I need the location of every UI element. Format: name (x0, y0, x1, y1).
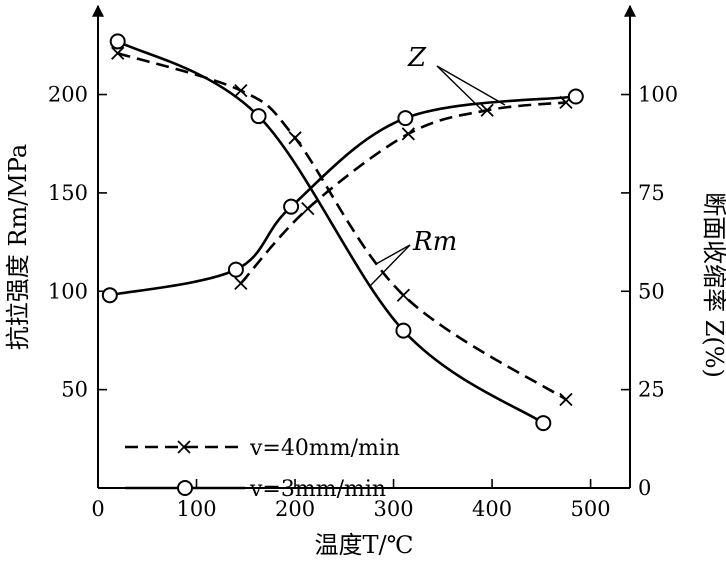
data-point-circle (109, 33, 126, 50)
x-tick-label: 400 (472, 497, 512, 521)
left-y-tick-label: 200 (48, 83, 88, 107)
data-point-cross (401, 127, 415, 141)
right-y-tick-label: 0 (638, 476, 651, 500)
cross-stroke (288, 131, 302, 145)
annotation-z: Z (407, 43, 427, 73)
legend-label-dashed: v=40mm/min (249, 436, 400, 461)
x-tick-label: 300 (374, 497, 414, 521)
data-point-cross (396, 288, 411, 302)
data-point-cross (111, 46, 125, 60)
series-line-rm-v3 (117, 40, 545, 425)
cross-stroke (401, 127, 415, 141)
data-point-circle (250, 108, 267, 125)
x-tick-label: 100 (176, 497, 216, 521)
data-point-circle (535, 415, 552, 432)
x-axis-title: 温度T/℃ (315, 531, 414, 559)
cross-stroke (111, 46, 125, 60)
right-y-axis-title: 断面收缩率 Z(%) (700, 192, 726, 378)
legend-cross-marker-b (177, 440, 191, 454)
legend: v=40mm/min v=3mm/min (125, 436, 400, 502)
annotation-rm: Rm (412, 227, 457, 257)
x-tick-label: 500 (571, 497, 611, 521)
data-point-cross (234, 276, 248, 291)
series-line-z-v40 (239, 101, 567, 285)
data-point-cross (301, 202, 315, 216)
markers (101, 33, 584, 432)
data-point-circle (101, 287, 118, 304)
x-tick-label: 200 (275, 497, 315, 521)
right-y-tick-label: 75 (638, 181, 665, 205)
cross-stroke (234, 83, 248, 98)
annotations: Z Rm (369, 43, 506, 287)
legend-label-solid: v=3mm/min (249, 477, 386, 502)
legend-circle-marker (177, 480, 193, 496)
annotation-rm-leader-2 (369, 244, 411, 287)
cross-stroke (301, 202, 315, 216)
cross-stroke (480, 103, 494, 117)
right-y-tick-label: 100 (638, 83, 678, 107)
data-point-cross (480, 103, 494, 117)
right-y-tick-label: 25 (638, 378, 665, 402)
data-point-circle (227, 261, 244, 278)
annotation-z-leader-1 (436, 65, 506, 106)
right-y-tick-label: 50 (638, 279, 665, 303)
ticks: 0 100 200 300 400 500 50 100 150 200 0 25 50 75 100 (48, 83, 678, 521)
data-point-cross (288, 131, 302, 145)
data-point-circle (395, 322, 412, 339)
left-y-tick-label: 100 (48, 279, 88, 303)
cross-stroke (234, 276, 248, 291)
annotation-z-leader-2 (436, 65, 483, 111)
cross-stroke (559, 392, 573, 407)
left-y-tick-label: 150 (48, 181, 88, 205)
annotation-rm-leader-1 (375, 244, 411, 265)
left-y-axis-title: 抗拉强度 Rm/MPa (4, 144, 32, 351)
data-point-circle (283, 198, 300, 215)
data-point-cross (234, 83, 248, 98)
cross-stroke (396, 288, 411, 302)
left-y-tick-label: 50 (61, 378, 88, 402)
series-line-rm-v40 (117, 51, 567, 401)
data-point-circle (397, 110, 414, 127)
data-point-cross (559, 392, 573, 407)
x-tick-label: 0 (91, 497, 104, 521)
series-line-z-v3 (109, 95, 576, 297)
data-point-circle (567, 88, 584, 105)
curves (109, 40, 576, 425)
